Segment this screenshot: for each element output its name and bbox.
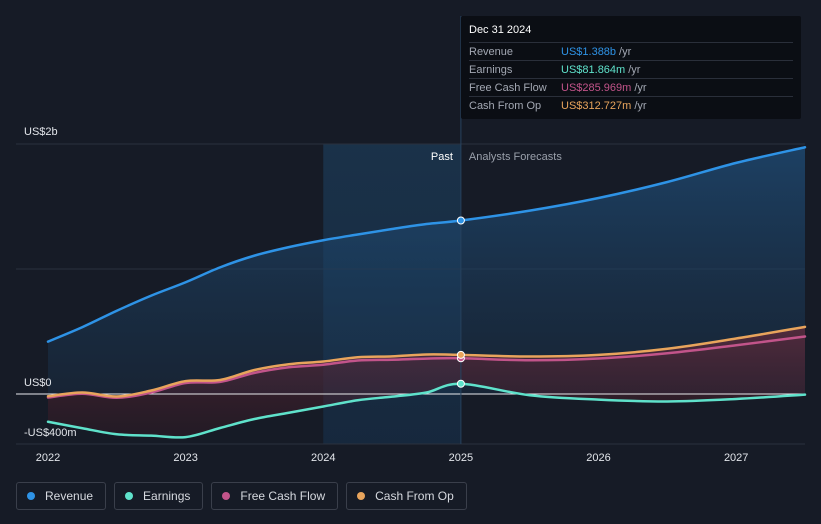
legend-label: Revenue bbox=[45, 489, 94, 503]
earnings-dot-icon bbox=[125, 492, 134, 500]
tooltip-date: Dec 31 2024 bbox=[469, 24, 532, 36]
x-tick-label: 2023 bbox=[173, 452, 197, 464]
tooltip-label: Cash From Op bbox=[469, 99, 542, 112]
earnings-line bbox=[46, 382, 807, 439]
revenue-dot-icon bbox=[27, 492, 35, 500]
tooltip-unit: /yr bbox=[634, 81, 647, 94]
tooltip-value: US$285.969m bbox=[561, 81, 632, 94]
y-label-bottom: -US$400m bbox=[24, 427, 77, 439]
tooltip-unit: /yr bbox=[628, 63, 641, 76]
tooltip-value: US$312.727m bbox=[561, 99, 632, 112]
tooltip-row-free-cash-flow: Free Cash Flow US$285.969m /yr bbox=[469, 78, 793, 96]
tooltip-label: Earnings bbox=[469, 63, 513, 76]
cash-from-op-marker bbox=[456, 350, 465, 359]
tooltip-row-cash-from-op: Cash From Op US$312.727m /yr bbox=[469, 96, 793, 114]
cash-from-op-dot-icon bbox=[357, 492, 366, 500]
tooltip-value: US$1.388b bbox=[561, 45, 617, 58]
tooltip-value: US$81.864m bbox=[561, 63, 626, 76]
x-tick-label: 2026 bbox=[586, 452, 610, 464]
forecast-label: Analysts Forecasts bbox=[469, 151, 562, 163]
y-label-top: US$2b bbox=[24, 126, 58, 138]
revenue-marker bbox=[456, 216, 465, 225]
tooltip-label: Revenue bbox=[469, 45, 514, 58]
x-tick-label: 2022 bbox=[36, 452, 60, 464]
tooltip-label: Free Cash Flow bbox=[469, 81, 547, 94]
tooltip: Dec 31 2024 Revenue US$1.388b /yr Earnin… bbox=[461, 16, 801, 119]
x-tick-label: 2025 bbox=[449, 452, 473, 464]
legend-label: Earnings bbox=[143, 489, 191, 503]
free-cash-flow-dot-icon bbox=[222, 492, 231, 500]
x-tick-label: 2027 bbox=[724, 452, 748, 464]
legend: Revenue Earnings Free Cash Flow Cash Fro… bbox=[16, 482, 467, 510]
past-label: Past bbox=[431, 151, 453, 163]
legend-item-revenue[interactable]: Revenue bbox=[16, 482, 107, 510]
cash-from-op-line bbox=[46, 325, 807, 398]
legend-item-earnings[interactable]: Earnings bbox=[114, 482, 204, 510]
tooltip-row-earnings: Earnings US$81.864m /yr bbox=[469, 60, 793, 78]
tooltip-unit: /yr bbox=[634, 99, 647, 112]
tooltip-row-revenue: Revenue US$1.388b /yr bbox=[469, 42, 793, 60]
earnings-marker bbox=[456, 379, 465, 388]
legend-label: Cash From Op bbox=[375, 489, 454, 503]
x-tick-label: 2024 bbox=[311, 452, 335, 464]
legend-item-free-cash-flow[interactable]: Free Cash Flow bbox=[211, 482, 339, 510]
y-label-zero: US$0 bbox=[24, 377, 52, 389]
revenue-area bbox=[48, 147, 805, 394]
legend-label: Free Cash Flow bbox=[240, 489, 326, 503]
revenue-line bbox=[46, 146, 807, 343]
legend-item-cash-from-op[interactable]: Cash From Op bbox=[346, 482, 467, 510]
free-cash-flow-line bbox=[46, 335, 807, 400]
tooltip-unit: /yr bbox=[619, 45, 632, 58]
